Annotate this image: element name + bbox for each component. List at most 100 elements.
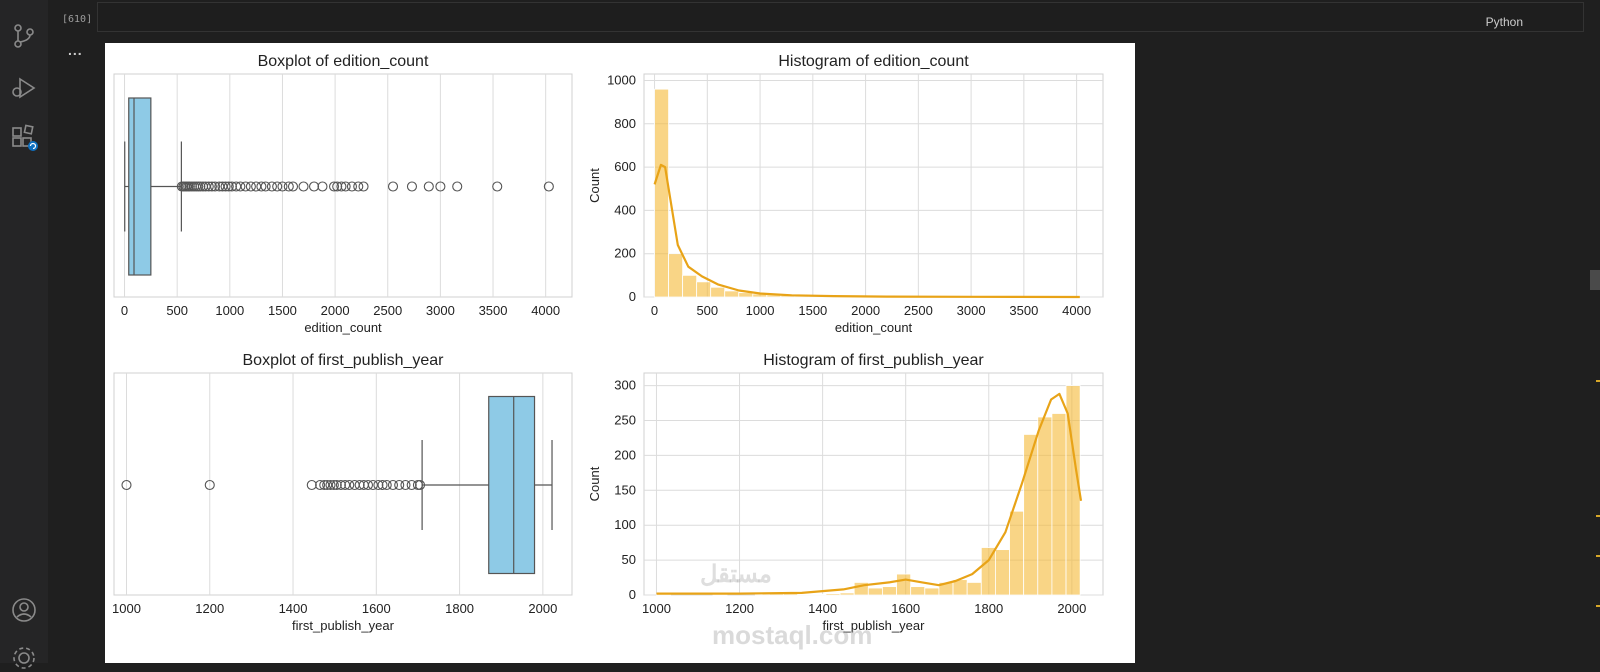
- histogram-bar: [798, 594, 812, 595]
- x-tick-label: 1000: [112, 601, 141, 616]
- histogram-bar: [911, 587, 925, 595]
- x-tick-label: 3500: [479, 303, 508, 318]
- histogram-bar: [995, 550, 1009, 595]
- y-tick-label: 150: [614, 482, 636, 497]
- overview-ruler-mark: [1596, 515, 1600, 517]
- overview-ruler-mark: [1596, 605, 1600, 607]
- source-control-icon[interactable]: [10, 22, 38, 50]
- x-tick-label: 1000: [215, 303, 244, 318]
- histogram-bar: [683, 275, 697, 297]
- histogram-bar: [739, 293, 753, 297]
- x-tick-label: 0: [121, 303, 128, 318]
- scrollbar-thumb[interactable]: [1590, 270, 1600, 290]
- x-tick-label: 0: [651, 303, 658, 318]
- x-tick-label: 1800: [445, 601, 474, 616]
- y-tick-label: 50: [622, 552, 636, 567]
- x-tick-label: 1600: [891, 601, 920, 616]
- watermark-latin: mostaql.com: [712, 620, 872, 651]
- x-tick-label: 1800: [974, 601, 1003, 616]
- histogram-bar: [967, 582, 981, 595]
- extensions-icon[interactable]: [10, 124, 38, 152]
- y-tick-label: 200: [614, 246, 636, 261]
- y-tick-label: 100: [614, 517, 636, 532]
- x-tick-label: 3000: [957, 303, 986, 318]
- settings-gear-icon[interactable]: [10, 644, 38, 672]
- x-tick-label: 1400: [279, 601, 308, 616]
- histogram-bar: [1010, 511, 1024, 595]
- chart-title: Histogram of edition_count: [778, 53, 969, 70]
- watermark-arabic: مستقل: [700, 560, 772, 589]
- x-tick-label: 2000: [851, 303, 880, 318]
- histogram-bar: [925, 588, 939, 595]
- cell-output-figure: Boxplot of edition_count edition_count 0 50…: [105, 43, 1135, 663]
- x-tick-label: 1200: [195, 601, 224, 616]
- y-tick-label: 1000: [607, 72, 636, 87]
- x-tick-label: 2500: [904, 303, 933, 318]
- histogram-bar: [697, 282, 711, 297]
- histogram-bar: [897, 574, 911, 595]
- histogram-bar: [669, 254, 683, 297]
- box-iqr: [129, 98, 151, 275]
- x-tick-label: 1200: [725, 601, 754, 616]
- subplot-3: Boxplot of first_publish_year first_publi…: [112, 352, 572, 633]
- x-tick-label: 1500: [798, 303, 827, 318]
- x-tick-label: 4000: [531, 303, 560, 318]
- x-tick-label: 500: [696, 303, 718, 318]
- x-tick-label: 2000: [1057, 601, 1086, 616]
- box-iqr: [489, 397, 535, 574]
- editor-empty-area: [1140, 35, 1600, 663]
- y-axis-label: Count: [587, 466, 602, 501]
- plot-area: [644, 74, 1103, 297]
- histogram-bar: [826, 594, 840, 595]
- kernel-language-label[interactable]: Python: [1486, 15, 1523, 29]
- y-tick-label: 600: [614, 159, 636, 174]
- chart-title: Boxplot of edition_count: [258, 53, 429, 70]
- y-tick-label: 400: [614, 202, 636, 217]
- x-tick-label: 2500: [373, 303, 402, 318]
- x-axis-label: edition_count: [835, 320, 913, 335]
- overview-ruler-mark: [1596, 380, 1600, 382]
- histogram-bar: [1038, 417, 1052, 595]
- chart-title: Histogram of first_publish_year: [763, 352, 984, 369]
- y-tick-label: 0: [629, 289, 636, 304]
- subplot-2: Histogram of edition_count edition_count 0…: [587, 53, 1103, 335]
- subplot-4: Histogram of first_publish_yearfirst_pub…: [587, 352, 1103, 633]
- x-tick-label: 3500: [1009, 303, 1038, 318]
- histogram-bar: [711, 287, 725, 297]
- histogram-bar: [655, 89, 669, 297]
- code-cell-editor[interactable]: Python: [97, 2, 1584, 32]
- y-tick-label: 0: [629, 587, 636, 602]
- output-more-actions-button[interactable]: ...: [68, 42, 83, 58]
- histogram-bar: [882, 587, 896, 595]
- y-axis-label: Count: [587, 168, 602, 203]
- run-debug-icon[interactable]: [10, 74, 38, 102]
- histogram-bar: [868, 588, 882, 595]
- x-tick-label: 4000: [1062, 303, 1091, 318]
- chart-title: Boxplot of first_publish_year: [243, 352, 445, 369]
- x-tick-label: 1500: [268, 303, 297, 318]
- histogram-bar: [840, 593, 854, 595]
- x-tick-label: 2000: [321, 303, 350, 318]
- activity-bar: [0, 0, 48, 663]
- y-tick-label: 200: [614, 447, 636, 462]
- cell-gutter: [48, 0, 98, 663]
- execution-count: [610]: [62, 14, 92, 25]
- y-tick-label: 250: [614, 412, 636, 427]
- x-tick-label: 1000: [642, 601, 671, 616]
- x-axis-label: edition_count: [304, 320, 382, 335]
- x-tick-label: 1000: [746, 303, 775, 318]
- histogram-bar: [812, 594, 826, 595]
- account-icon[interactable]: [10, 596, 38, 624]
- x-tick-label: 500: [166, 303, 188, 318]
- figure-canvas: Boxplot of edition_count edition_count 0 50…: [105, 43, 1135, 663]
- x-tick-label: 2000: [528, 601, 557, 616]
- x-tick-label: 3000: [426, 303, 455, 318]
- x-tick-label: 1400: [808, 601, 837, 616]
- x-axis-label: first_publish_year: [292, 618, 395, 633]
- histogram-bar: [725, 291, 739, 297]
- subplot-1: Boxplot of edition_count edition_count 0 50…: [114, 53, 572, 335]
- x-tick-label: 1600: [362, 601, 391, 616]
- y-tick-label: 300: [614, 378, 636, 393]
- y-tick-label: 800: [614, 116, 636, 131]
- overview-ruler-mark: [1596, 555, 1600, 557]
